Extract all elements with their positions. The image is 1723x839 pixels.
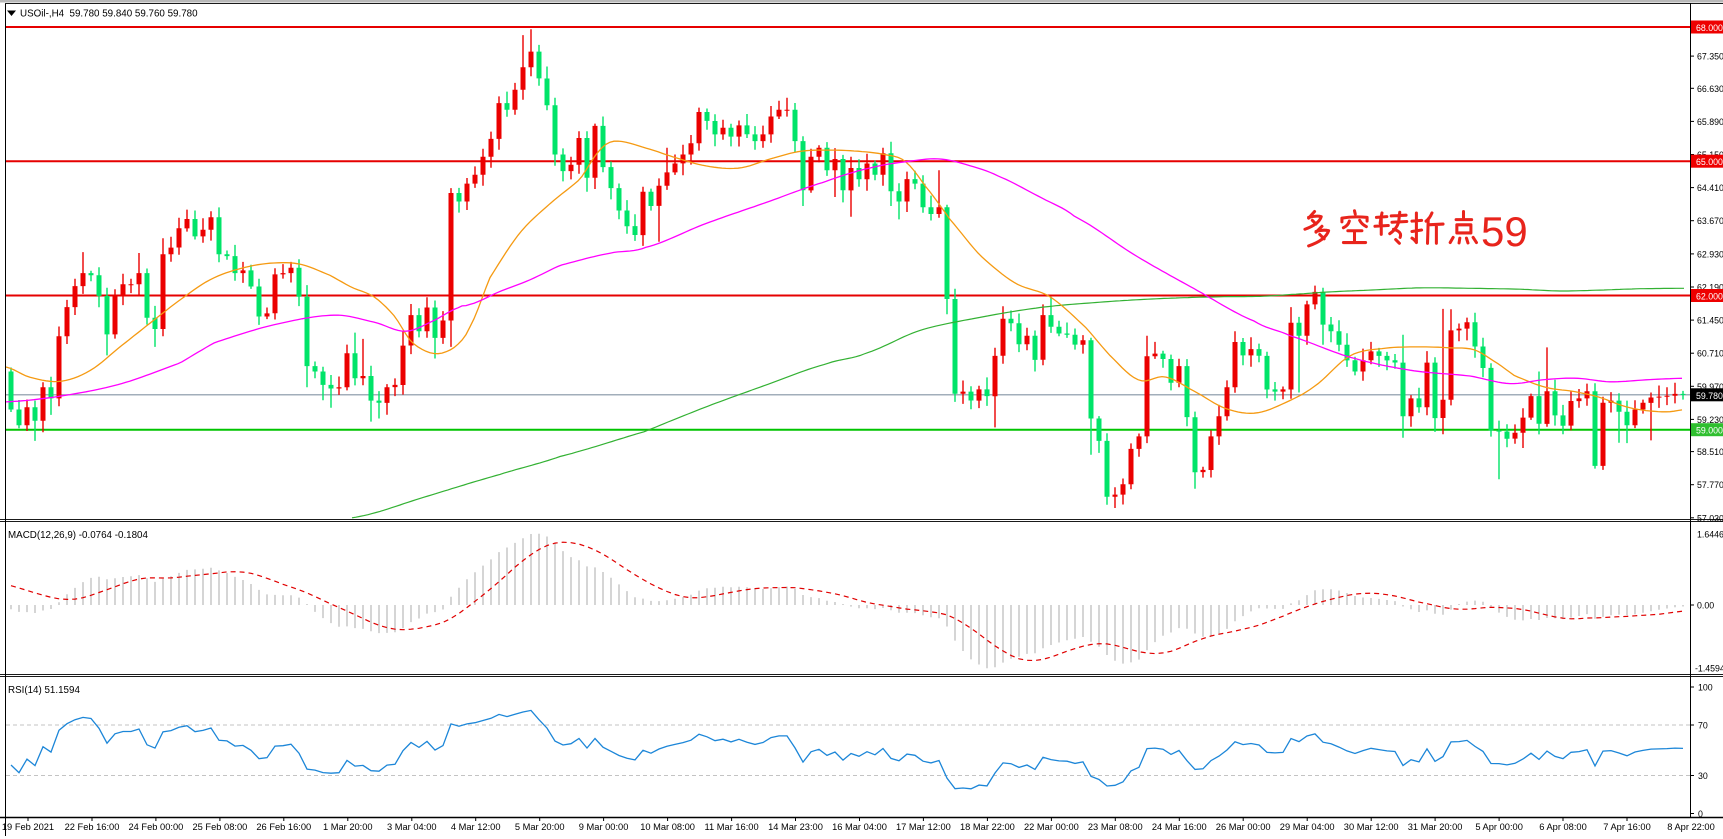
svg-text:57.770: 57.770 xyxy=(1697,480,1723,490)
svg-text:62.930: 62.930 xyxy=(1697,249,1723,259)
svg-text:66.630: 66.630 xyxy=(1697,84,1723,94)
svg-text:3 Mar 04:00: 3 Mar 04:00 xyxy=(387,822,437,832)
svg-text:RSI(14) 51.1594: RSI(14) 51.1594 xyxy=(8,685,80,696)
svg-text:18 Mar 22:00: 18 Mar 22:00 xyxy=(960,822,1015,832)
svg-text:59.970: 59.970 xyxy=(1697,382,1723,392)
svg-text:11 Mar 16:00: 11 Mar 16:00 xyxy=(705,822,759,832)
svg-text:8 Apr 22:00: 8 Apr 22:00 xyxy=(1667,822,1715,832)
svg-text:59: 59 xyxy=(1481,208,1528,255)
svg-text:30 Mar 12:00: 30 Mar 12:00 xyxy=(1344,822,1399,832)
svg-text:31 Mar 20:00: 31 Mar 20:00 xyxy=(1408,822,1463,832)
svg-text:26 Mar 00:00: 26 Mar 00:00 xyxy=(1216,822,1271,832)
svg-text:61.450: 61.450 xyxy=(1697,316,1723,326)
svg-text:23 Mar 08:00: 23 Mar 08:00 xyxy=(1088,822,1143,832)
svg-text:59.780: 59.780 xyxy=(1696,391,1723,401)
svg-text:6 Apr 08:00: 6 Apr 08:00 xyxy=(1539,822,1587,832)
svg-text:60.710: 60.710 xyxy=(1697,349,1723,359)
svg-text:22 Feb 16:00: 22 Feb 16:00 xyxy=(65,822,120,832)
svg-text:5 Apr 00:00: 5 Apr 00:00 xyxy=(1475,822,1523,832)
svg-text:65.890: 65.890 xyxy=(1697,117,1723,127)
svg-text:17 Mar 12:00: 17 Mar 12:00 xyxy=(896,822,951,832)
svg-text:62.190: 62.190 xyxy=(1697,283,1723,293)
svg-text:16 Mar 04:00: 16 Mar 04:00 xyxy=(832,822,887,832)
svg-text:USOil-,H4 59.780 59.840 59.76: USOil-,H4 59.780 59.840 59.760 59.780 xyxy=(20,9,198,20)
svg-text:30: 30 xyxy=(1698,771,1708,781)
svg-text:58.510: 58.510 xyxy=(1697,447,1723,457)
svg-text:65.000: 65.000 xyxy=(1696,157,1723,167)
svg-text:7 Apr 16:00: 7 Apr 16:00 xyxy=(1603,822,1651,832)
svg-text:MACD(12,26,9) -0.0764 -0.1804: MACD(12,26,9) -0.0764 -0.1804 xyxy=(8,530,149,541)
svg-text:22 Mar 00:00: 22 Mar 00:00 xyxy=(1024,822,1079,832)
svg-text:19 Feb 2021: 19 Feb 2021 xyxy=(2,822,54,832)
svg-text:62.000: 62.000 xyxy=(1696,292,1723,302)
svg-text:-1.4594: -1.4594 xyxy=(1695,663,1723,673)
svg-text:59.230: 59.230 xyxy=(1697,415,1723,425)
svg-text:70: 70 xyxy=(1698,721,1708,731)
svg-text:0: 0 xyxy=(1698,809,1703,819)
svg-text:24 Mar 16:00: 24 Mar 16:00 xyxy=(1152,822,1207,832)
svg-text:67.350: 67.350 xyxy=(1697,52,1723,62)
svg-text:57.030: 57.030 xyxy=(1697,513,1723,523)
svg-text:64.410: 64.410 xyxy=(1697,183,1723,193)
svg-text:10 Mar 08:00: 10 Mar 08:00 xyxy=(640,822,695,832)
svg-text:1 Mar 20:00: 1 Mar 20:00 xyxy=(323,822,373,832)
svg-text:1.6446: 1.6446 xyxy=(1697,530,1723,540)
svg-text:5 Mar 20:00: 5 Mar 20:00 xyxy=(515,822,565,832)
svg-text:26 Feb 16:00: 26 Feb 16:00 xyxy=(256,822,311,832)
svg-text:25 Feb 08:00: 25 Feb 08:00 xyxy=(193,822,248,832)
svg-text:29 Mar 04:00: 29 Mar 04:00 xyxy=(1280,822,1335,832)
svg-text:59.000: 59.000 xyxy=(1696,426,1723,436)
svg-text:14 Mar 23:00: 14 Mar 23:00 xyxy=(768,822,823,832)
svg-text:100: 100 xyxy=(1698,683,1713,693)
svg-text:4 Mar 12:00: 4 Mar 12:00 xyxy=(451,822,501,832)
svg-text:63.670: 63.670 xyxy=(1697,216,1723,226)
svg-text:68.000: 68.000 xyxy=(1696,23,1723,33)
svg-text:9 Mar 00:00: 9 Mar 00:00 xyxy=(579,822,629,832)
svg-text:0.00: 0.00 xyxy=(1697,601,1714,611)
svg-text:24 Feb 00:00: 24 Feb 00:00 xyxy=(129,822,184,832)
